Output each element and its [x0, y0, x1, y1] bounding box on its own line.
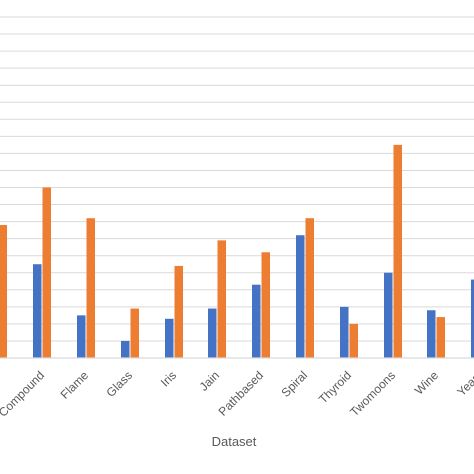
bar-2-cat0 [0, 225, 7, 358]
bar-1-wine [427, 310, 436, 358]
bar-2-jain [217, 240, 226, 358]
bar-1-spiral [296, 235, 305, 358]
gridlines [0, 16, 474, 342]
x-tick-label: Pathbased [216, 368, 266, 418]
bar-1-flame [77, 315, 86, 358]
x-tick-label: Glass [104, 368, 136, 400]
bar-1-glass [121, 340, 130, 358]
bar-series [0, 144, 474, 358]
x-tick-label: Yeast [454, 368, 474, 399]
x-tick-label: Compound [0, 368, 47, 419]
bar-2-wine [436, 317, 445, 358]
bar-2-pathbased [261, 252, 270, 358]
x-tick-label: Wine [412, 368, 441, 397]
x-tick-label: Spiral [279, 368, 311, 400]
x-tick-label: Jain [197, 368, 222, 393]
bar-2-spiral [305, 218, 314, 358]
bar-1-iris [165, 318, 174, 358]
x-tick-label: Thyroid [316, 368, 354, 406]
x-tick-label: Twomoons [347, 368, 398, 419]
bar-1-twomoons [384, 272, 393, 358]
x-tick-label: Iris [158, 368, 179, 389]
bar-1-jain [208, 308, 217, 358]
bar-2-twomoons [393, 144, 402, 358]
x-tick-label: Flame [58, 368, 92, 402]
bar-1-yeast [471, 279, 474, 358]
bar-2-iris [174, 265, 183, 358]
bar-2-glass [130, 308, 139, 358]
bar-1-pathbased [252, 284, 261, 358]
bar-2-flame [86, 218, 95, 358]
bar-2-compound [42, 187, 51, 358]
x-axis-title: Dataset [212, 434, 257, 449]
bar-1-thyroid [340, 306, 349, 358]
bar-2-thyroid [349, 323, 358, 358]
bar-1-compound [33, 264, 42, 358]
